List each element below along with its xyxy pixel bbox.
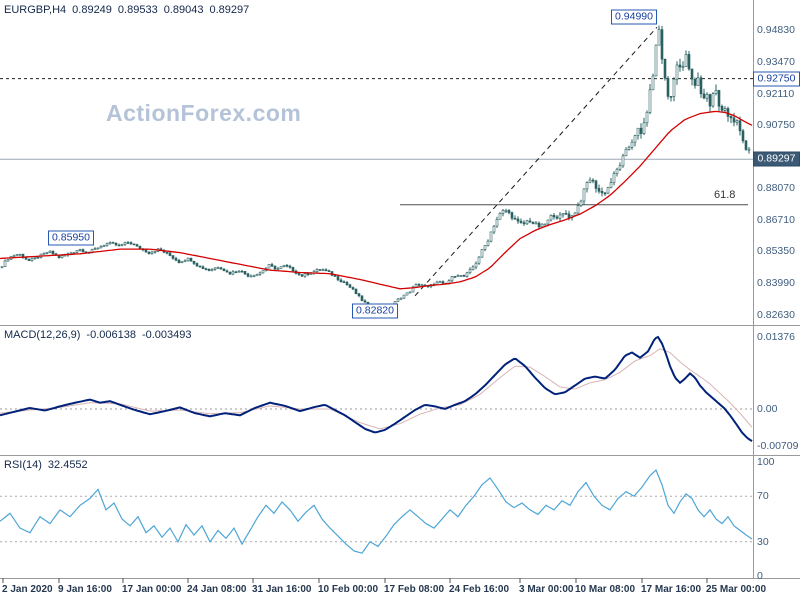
price-axis-label: 0.82630	[757, 309, 795, 321]
time-axis-label: 24 Jan 08:00	[187, 584, 247, 595]
macd-axis-label: -0.00709	[757, 440, 799, 453]
rsi-axis-label: 100	[757, 456, 775, 468]
price-axis-label: 0.94830	[757, 24, 795, 36]
macd-axis-label: 0.00	[757, 403, 778, 415]
rsi-axis-label: 70	[757, 490, 769, 503]
macd-label: MACD(12,26,9)	[4, 329, 81, 341]
price-axis-label: 0.88070	[757, 181, 795, 194]
annotation-price-box: 0.82820	[352, 303, 398, 319]
time-axis-label: 17 Jan 00:00	[122, 584, 182, 595]
time-axis-label: 10 Mar 08:00	[575, 584, 636, 595]
annotation-price-box: 0.94990	[611, 9, 657, 25]
macd-signal-value: -0.003493	[141, 329, 192, 341]
price-axis-label: 0.83990	[757, 277, 795, 290]
current-price-tag: 0.89297	[753, 151, 800, 167]
rsi-axis-label: 0	[757, 570, 763, 582]
rsi-indicator-header: RSI(14) 32.4552	[4, 459, 88, 471]
annotation-price-box: 0.85950	[48, 230, 94, 246]
symbol-timeframe-label: EURGBP,H4	[4, 4, 67, 16]
symbol-ohlc-header: EURGBP,H4 0.89249 0.89533 0.89043 0.8929…	[4, 4, 249, 16]
time-axis-label: 24 Feb 16:00	[449, 584, 510, 595]
time-axis-label: 3 Mar 00:00	[519, 584, 574, 595]
ohlc-close-value: 0.89297	[209, 4, 250, 16]
time-axis-label: 17 Mar 16:00	[641, 584, 702, 595]
time-axis-label: 25 Mar 00:00	[706, 584, 767, 595]
macd-axis-label: 0.01376	[757, 331, 795, 343]
price-axis-label: 0.86710	[757, 213, 795, 226]
rsi-value: 32.4552	[47, 459, 88, 471]
time-axis-label: 10 Feb 00:00	[318, 584, 379, 595]
rsi-axis-label: 30	[757, 535, 769, 548]
ohlc-low-value: 0.89043	[163, 4, 204, 16]
time-axis-label: 17 Feb 08:00	[384, 584, 445, 595]
macd-indicator-header: MACD(12,26,9) -0.006138 -0.003493	[4, 329, 192, 341]
ohlc-high-value: 0.89533	[117, 4, 158, 16]
trend-line	[414, 26, 658, 297]
price-axis-label: 0.92110	[757, 87, 795, 100]
price-axis-label: 0.85350	[757, 245, 795, 258]
price-axis-label: 0.93470	[757, 55, 795, 68]
macd-signal-line	[0, 348, 753, 430]
ohlc-open-value: 0.89249	[72, 4, 112, 16]
resistance-level-tag: 0.92750	[753, 71, 800, 87]
time-axis-label: 9 Jan 16:00	[58, 584, 112, 595]
price-axis-label: 0.90750	[757, 119, 795, 132]
macd-main-value: -0.006138	[86, 329, 136, 341]
time-axis-label: 31 Jan 16:00	[252, 584, 312, 595]
fib-61-8-label: 61.8	[714, 189, 736, 201]
rsi-label: RSI(14)	[4, 459, 42, 471]
macd-line	[0, 335, 753, 442]
rsi-line	[0, 468, 753, 554]
time-axis-label: 2 Jan 2020	[2, 584, 53, 595]
actionforex-watermark: ActionForex.com	[106, 100, 302, 126]
moving-average-line	[0, 110, 753, 290]
